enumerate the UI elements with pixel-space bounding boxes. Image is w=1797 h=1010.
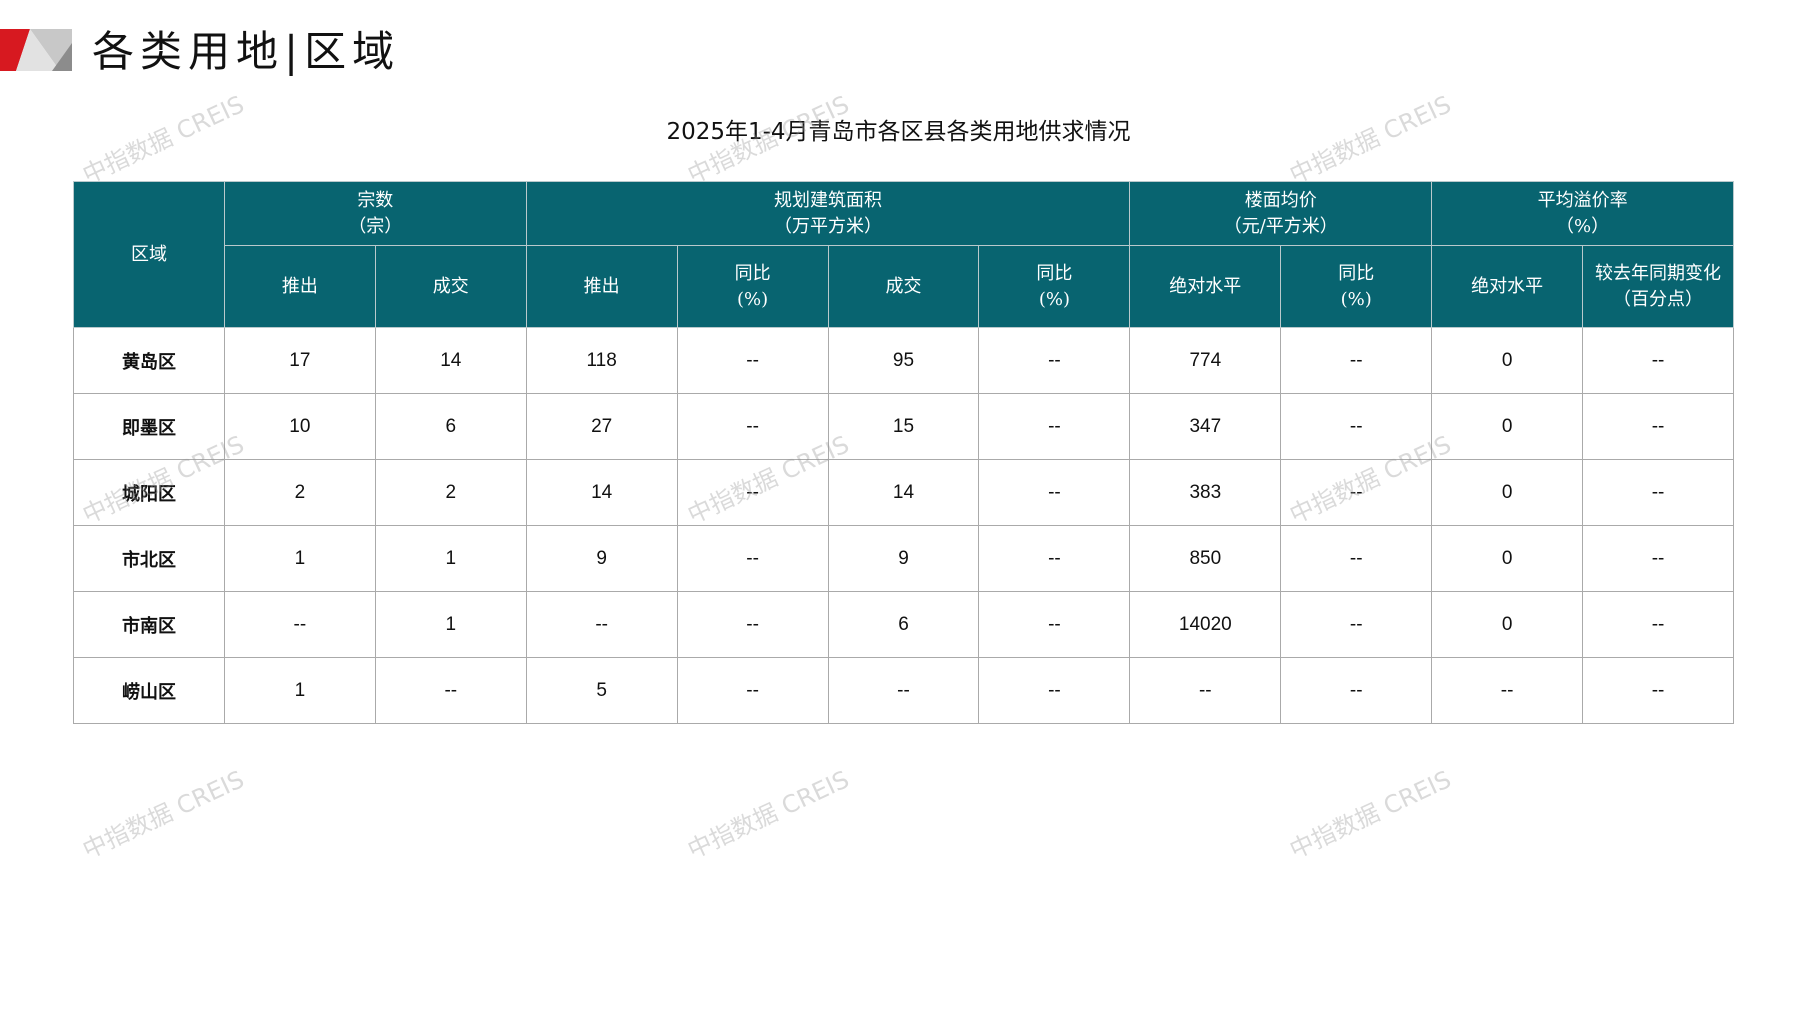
value-cell: -- xyxy=(1280,393,1433,460)
value-cell: 27 xyxy=(525,393,678,460)
header-group: 宗数 （宗） xyxy=(223,181,527,246)
header-subcolumn: 同比 (%) xyxy=(676,245,829,328)
value-cell: -- xyxy=(1280,657,1433,724)
land-supply-table: 区域 宗数 （宗） 规划建筑面积 （万平方米） 楼面均价 （元/平方米） 平均溢价率（… xyxy=(73,181,1734,724)
value-cell: -- xyxy=(1129,657,1282,724)
value-cell: 14 xyxy=(525,459,678,526)
value-cell: -- xyxy=(1280,459,1433,526)
value-cell: -- xyxy=(1582,327,1734,394)
watermark: 中指数据 CREIS xyxy=(683,765,854,865)
header-subcolumn: 绝对水平 xyxy=(1129,245,1282,328)
value-cell: 1 xyxy=(374,525,527,592)
value-cell: 1 xyxy=(374,591,527,658)
header-subcolumn: 同比 (%) xyxy=(978,245,1131,328)
header-subcolumn: 较去年同期变化 （百分点） xyxy=(1582,245,1734,328)
header-group: 平均溢价率 （%） xyxy=(1431,181,1734,246)
header-subcolumn: 绝对水平 xyxy=(1431,245,1584,328)
header-subcolumn: 成交 xyxy=(827,245,980,328)
watermark: 中指数据 CREIS xyxy=(1285,765,1456,865)
watermark: 中指数据 CREIS xyxy=(78,765,249,865)
value-cell: -- xyxy=(676,327,829,394)
value-cell: -- xyxy=(1582,459,1734,526)
value-cell: 347 xyxy=(1129,393,1282,460)
value-cell: -- xyxy=(676,393,829,460)
table-row: 黄岛区 17 14 118 -- 95 -- 774 -- 0 -- xyxy=(73,327,1734,394)
header-subcolumn: 推出 xyxy=(223,245,376,328)
value-cell: 0 xyxy=(1431,393,1584,460)
value-cell: 0 xyxy=(1431,459,1584,526)
value-cell: 1 xyxy=(223,525,376,592)
header-subcolumn: 同比 (%) xyxy=(1280,245,1433,328)
value-cell: -- xyxy=(223,591,376,658)
value-cell: 95 xyxy=(827,327,980,394)
region-cell: 崂山区 xyxy=(73,657,225,724)
value-cell: -- xyxy=(1280,327,1433,394)
value-cell: 0 xyxy=(1431,525,1584,592)
value-cell: 10 xyxy=(223,393,376,460)
value-cell: 9 xyxy=(827,525,980,592)
header-region: 区域 xyxy=(73,181,225,328)
value-cell: 850 xyxy=(1129,525,1282,592)
region-cell: 城阳区 xyxy=(73,459,225,526)
brand-logo xyxy=(0,29,72,71)
value-cell: 6 xyxy=(827,591,980,658)
value-cell: -- xyxy=(374,657,527,724)
value-cell: -- xyxy=(978,327,1131,394)
value-cell: 118 xyxy=(525,327,678,394)
value-cell: 0 xyxy=(1431,591,1584,658)
value-cell: 1 xyxy=(223,657,376,724)
value-cell: -- xyxy=(1582,525,1734,592)
table-title: 2025年1-4月青岛市各区县各类用地供求情况 xyxy=(666,119,1131,145)
value-cell: 17 xyxy=(223,327,376,394)
header-group: 楼面均价 （元/平方米） xyxy=(1129,181,1433,246)
value-cell: -- xyxy=(1280,525,1433,592)
value-cell: 14020 xyxy=(1129,591,1282,658)
value-cell: -- xyxy=(1280,591,1433,658)
value-cell: -- xyxy=(978,393,1131,460)
header-subcolumn: 成交 xyxy=(374,245,527,328)
region-cell: 即墨区 xyxy=(73,393,225,460)
value-cell: 14 xyxy=(374,327,527,394)
value-cell: -- xyxy=(676,459,829,526)
value-cell: -- xyxy=(676,591,829,658)
value-cell: 774 xyxy=(1129,327,1282,394)
value-cell: 14 xyxy=(827,459,980,526)
value-cell: -- xyxy=(978,525,1131,592)
value-cell: -- xyxy=(1582,591,1734,658)
value-cell: -- xyxy=(676,525,829,592)
region-cell: 黄岛区 xyxy=(73,327,225,394)
value-cell: 2 xyxy=(223,459,376,526)
value-cell: 2 xyxy=(374,459,527,526)
page-title: 各类用地|区域 xyxy=(92,27,401,76)
value-cell: 9 xyxy=(525,525,678,592)
value-cell: -- xyxy=(1582,393,1734,460)
value-cell: 6 xyxy=(374,393,527,460)
header-subcolumn: 推出 xyxy=(525,245,678,328)
value-cell: -- xyxy=(1582,657,1734,724)
value-cell: 383 xyxy=(1129,459,1282,526)
table-row: 城阳区 2 2 14 -- 14 -- 383 -- 0 -- xyxy=(73,459,1734,526)
table-row: 崂山区 1 -- 5 -- -- -- -- -- -- -- xyxy=(73,657,1734,724)
table-row: 市北区 1 1 9 -- 9 -- 850 -- 0 -- xyxy=(73,525,1734,592)
value-cell: -- xyxy=(827,657,980,724)
value-cell: -- xyxy=(525,591,678,658)
header-group: 规划建筑面积 （万平方米） xyxy=(525,181,1131,246)
value-cell: -- xyxy=(978,591,1131,658)
value-cell: 0 xyxy=(1431,327,1584,394)
value-cell: 15 xyxy=(827,393,980,460)
value-cell: -- xyxy=(978,657,1131,724)
value-cell: -- xyxy=(676,657,829,724)
region-cell: 市北区 xyxy=(73,525,225,592)
value-cell: -- xyxy=(1431,657,1584,724)
region-cell: 市南区 xyxy=(73,591,225,658)
table-row: 即墨区 10 6 27 -- 15 -- 347 -- 0 -- xyxy=(73,393,1734,460)
table-row: 市南区 -- 1 -- -- 6 -- 14020 -- 0 -- xyxy=(73,591,1734,658)
value-cell: 5 xyxy=(525,657,678,724)
value-cell: -- xyxy=(978,459,1131,526)
